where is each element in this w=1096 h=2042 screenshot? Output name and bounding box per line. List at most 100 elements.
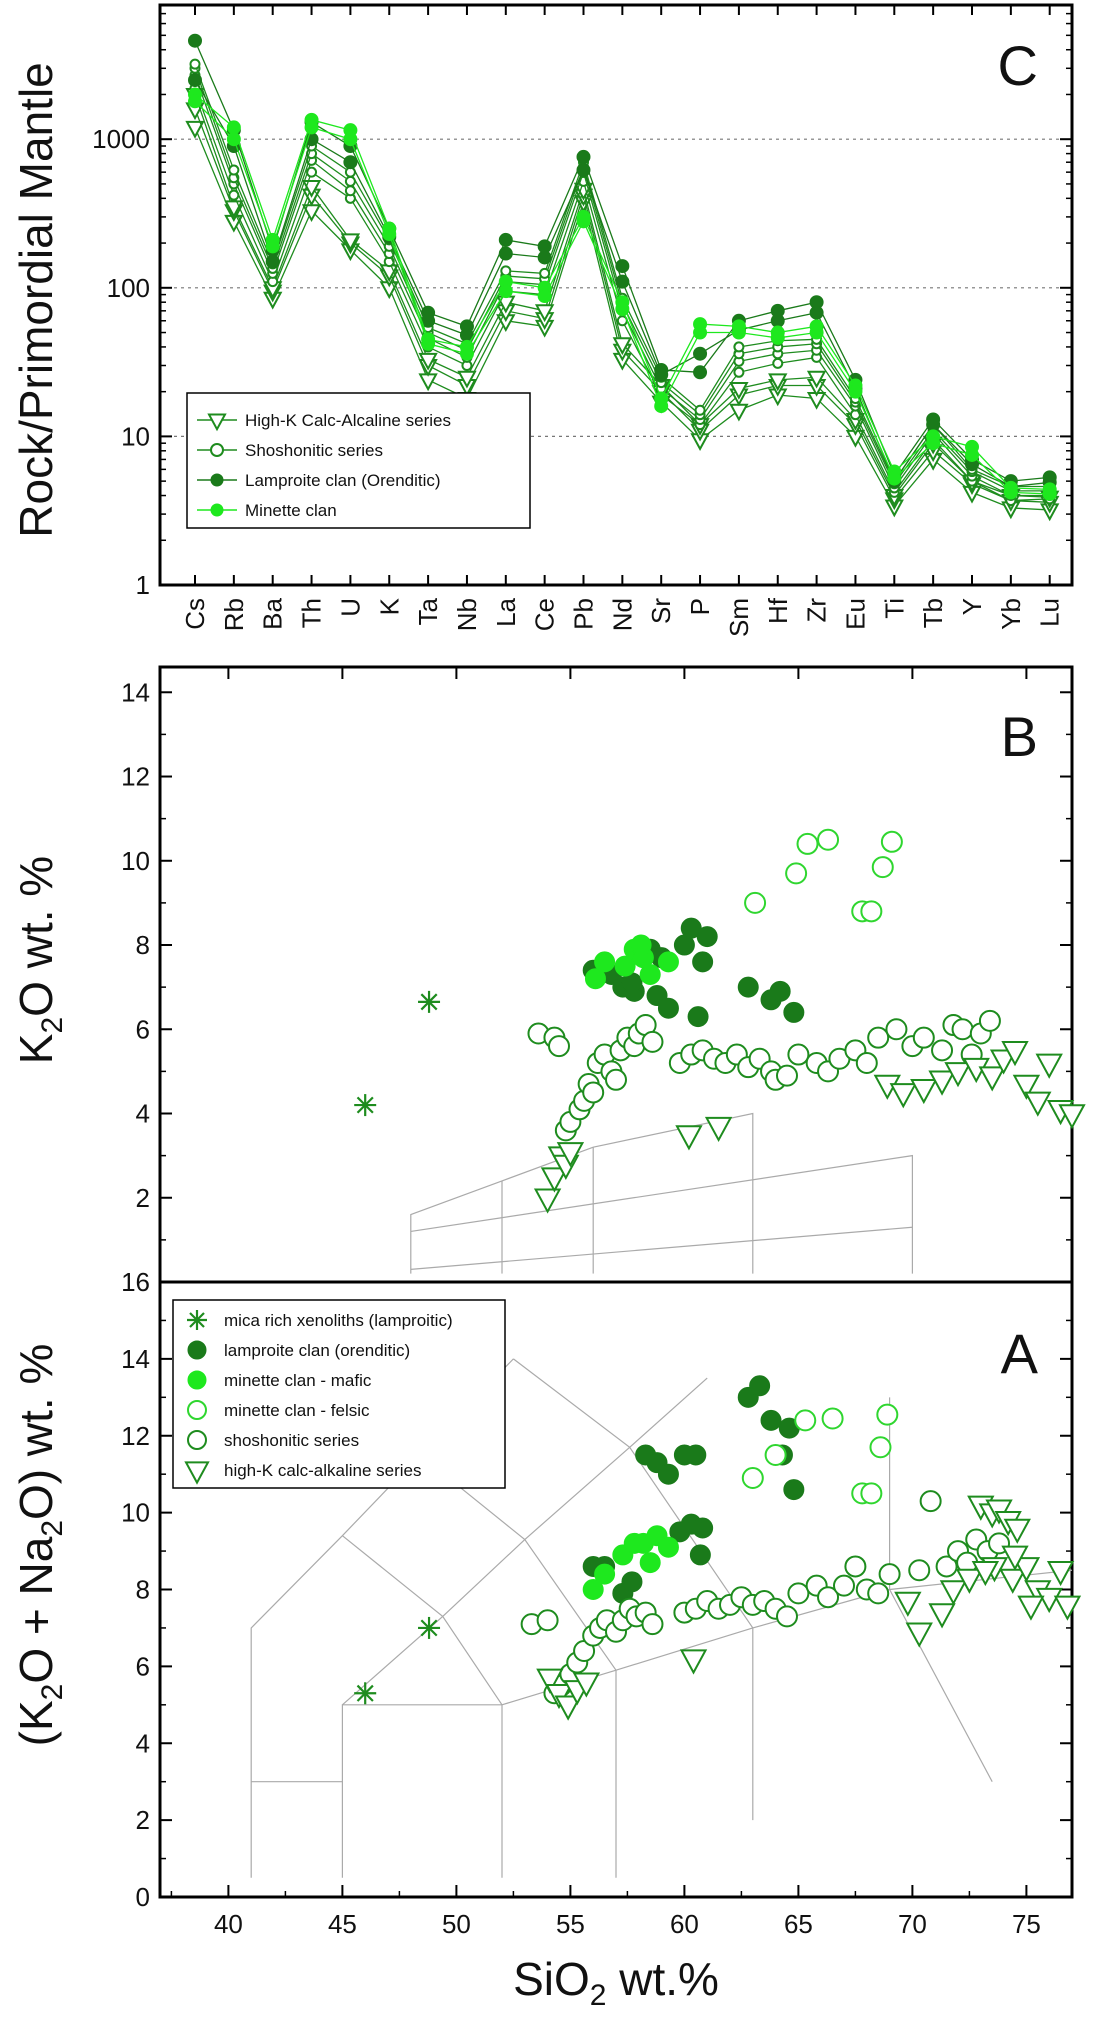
data-point [1035, 1053, 1063, 1079]
data-point [848, 384, 863, 399]
y-tick-label: 14 [121, 1344, 150, 1374]
data-point [733, 366, 745, 378]
data-point [1012, 1557, 1041, 1583]
data-point [731, 325, 746, 340]
data-point [657, 951, 679, 973]
data-point [687, 1006, 709, 1028]
data-point [912, 1026, 935, 1049]
data-point [760, 1409, 782, 1431]
data-point [646, 985, 668, 1007]
category-label-yb: Yb [996, 598, 1026, 630]
y-tick-label: 14 [121, 677, 150, 707]
data-point [887, 471, 902, 486]
data-point [1035, 1587, 1063, 1614]
data-point [878, 1563, 901, 1586]
category-label-hf: Hf [763, 597, 793, 624]
data-point [783, 1001, 805, 1023]
data-point [1024, 1091, 1052, 1117]
data-point [785, 862, 808, 885]
data-point [304, 120, 319, 135]
data-point [910, 1078, 938, 1105]
legend-label: shoshonitic series [224, 1431, 359, 1450]
data-point [188, 33, 202, 48]
panel-c-letter: C [998, 34, 1038, 97]
data-point [692, 951, 714, 973]
category-label-ba: Ba [258, 597, 288, 629]
x-tick-label: 70 [898, 1909, 927, 1939]
data-point [421, 336, 436, 351]
y-tick-label: 2 [136, 1183, 150, 1213]
data-point [188, 94, 202, 109]
category-label-zr: Zr [802, 598, 832, 623]
y-tick-label: 1000 [92, 124, 150, 154]
y-tick-label: 6 [136, 1014, 150, 1044]
data-point [556, 1142, 585, 1168]
data-point [675, 1125, 703, 1151]
data-point [457, 370, 477, 389]
legend-box [186, 392, 531, 529]
category-label-u: U [335, 598, 365, 617]
data-point [908, 1559, 931, 1582]
data-point [880, 830, 903, 853]
category-label-nd: Nd [607, 598, 637, 631]
data-point [772, 357, 784, 369]
data-point [689, 1544, 711, 1566]
data-point [931, 1039, 954, 1062]
category-label-pb: Pb [569, 598, 599, 630]
data-point [354, 1682, 377, 1705]
legend-label: minette clan - mafic [224, 1371, 372, 1390]
data-point [860, 1482, 883, 1505]
data-point [1058, 1104, 1086, 1130]
data-point [639, 964, 661, 985]
data-point [783, 1479, 805, 1501]
data-point [769, 980, 791, 1002]
data-point [630, 934, 652, 956]
x-tick-label: 65 [784, 1909, 813, 1939]
data-point [539, 267, 551, 279]
category-label-lu: Lu [1035, 598, 1065, 627]
data-point [554, 1695, 582, 1721]
data-point [189, 58, 201, 70]
data-point [265, 239, 280, 254]
data-point [418, 352, 438, 371]
data-point [498, 246, 513, 261]
data-point [855, 1051, 878, 1074]
data-point [343, 132, 358, 147]
panel-b-ylabel: K2O wt. % [10, 856, 69, 1064]
panel-a-letter: A [1001, 1322, 1039, 1385]
y-tick-label: 4 [136, 1099, 150, 1129]
data-point [926, 436, 941, 451]
data-point [639, 1552, 661, 1574]
data-point [657, 1463, 679, 1485]
legend-marker [210, 503, 224, 517]
data-point [919, 1490, 942, 1513]
data-point [951, 1018, 974, 1041]
legend-marker [184, 1461, 210, 1485]
data-point [944, 1062, 972, 1088]
y-tick-label: 10 [121, 1498, 150, 1528]
data-point [594, 951, 616, 973]
data-point [770, 313, 785, 328]
data-point [418, 990, 441, 1013]
data-point [498, 232, 513, 247]
data-point [744, 891, 767, 914]
data-point [693, 346, 708, 361]
data-point [817, 828, 840, 851]
data-point [809, 305, 824, 320]
field-boundary [889, 1589, 993, 1782]
data-point [584, 968, 606, 990]
data-point [576, 149, 591, 164]
data-point [776, 1064, 798, 1087]
y-tick-label: 1 [136, 570, 150, 600]
data-point [939, 1580, 968, 1606]
field-boundary [341, 1569, 1073, 1878]
field-boundary [410, 1154, 914, 1274]
data-point [867, 1582, 890, 1605]
x-axis-title: SiO2 wt.% [513, 1953, 719, 2012]
x-tick-label: 55 [556, 1909, 585, 1939]
field-boundary [342, 1535, 503, 1706]
data-point [1012, 1074, 1041, 1100]
category-label-y: Y [957, 598, 987, 615]
legend-label: minette clan - felsic [224, 1401, 370, 1420]
legend-marker [187, 1340, 207, 1360]
